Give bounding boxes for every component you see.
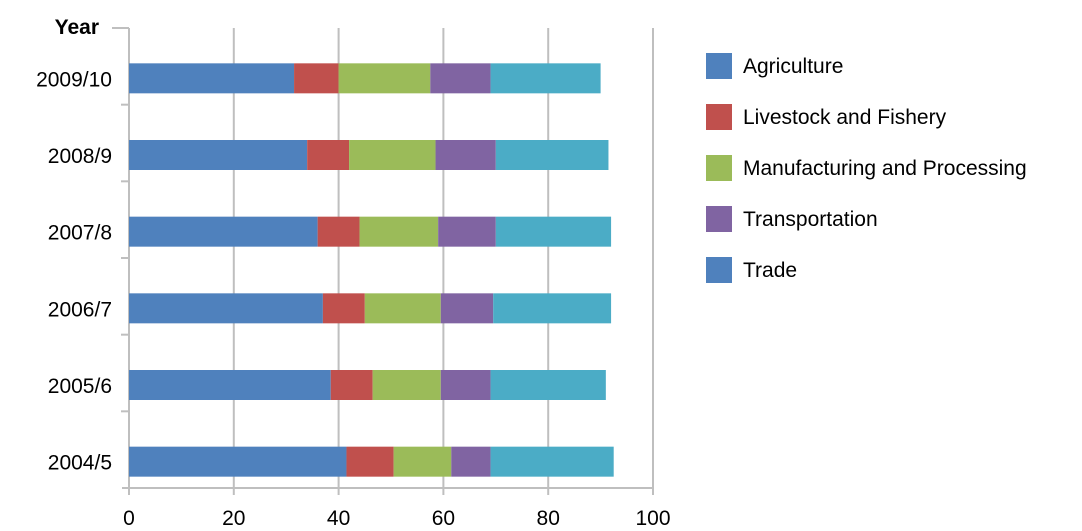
y-category-label: 2006/7 bbox=[48, 298, 112, 321]
x-tick-label: 60 bbox=[432, 507, 455, 530]
bars bbox=[129, 63, 614, 477]
x-tick-label: 80 bbox=[537, 507, 560, 530]
bar-segment bbox=[495, 216, 612, 247]
bar-segment bbox=[129, 140, 308, 170]
legend-swatch bbox=[706, 206, 732, 232]
legend-swatch bbox=[706, 257, 732, 283]
bar-segment bbox=[349, 140, 436, 170]
bar-segment bbox=[372, 370, 441, 400]
x-tick-label: 20 bbox=[222, 507, 245, 530]
x-tick-label: 100 bbox=[635, 507, 670, 530]
legend-label: Livestock and Fishery bbox=[743, 106, 947, 129]
y-category-label: 2007/8 bbox=[48, 222, 112, 245]
bar-segment bbox=[435, 140, 496, 170]
bar-segment bbox=[129, 370, 331, 400]
bar-segment bbox=[330, 370, 373, 400]
legend: Agriculture Livestock and Fishery Manufact… bbox=[706, 53, 1027, 283]
axes bbox=[112, 27, 654, 495]
bar-segment bbox=[307, 140, 350, 170]
legend-label: Agriculture bbox=[743, 55, 843, 78]
bar-segment bbox=[294, 63, 339, 94]
bar-segment bbox=[451, 446, 491, 477]
bar-segment bbox=[317, 216, 360, 247]
legend-label: Trade bbox=[743, 259, 797, 282]
bar-segment bbox=[440, 293, 494, 324]
bar-segment bbox=[430, 63, 491, 94]
y-category-label: 2009/10 bbox=[36, 68, 112, 91]
y-axis-title: Year bbox=[55, 16, 99, 39]
bar-segment bbox=[393, 446, 452, 477]
bar-segment bbox=[438, 216, 496, 247]
tick-labels: 0 20 40 60 80 100 2009/10 2008/9 2007/8 2006/7 200… bbox=[36, 68, 670, 530]
bar-segment bbox=[495, 140, 609, 170]
x-tick-label: 40 bbox=[327, 507, 350, 530]
bar-segment bbox=[346, 446, 394, 477]
bar-segment bbox=[490, 63, 601, 94]
y-category-label: 2005/6 bbox=[48, 375, 112, 398]
bar-segment bbox=[490, 446, 614, 477]
bar-segment bbox=[359, 216, 439, 247]
legend-label: Transportation bbox=[743, 208, 878, 231]
bar-segment bbox=[490, 370, 606, 400]
y-category-label: 2008/9 bbox=[48, 145, 112, 168]
bar-segment bbox=[364, 293, 441, 324]
bar-segment bbox=[129, 293, 323, 324]
bar-segment bbox=[322, 293, 365, 324]
legend-label: Manufacturing and Processing bbox=[743, 157, 1027, 180]
legend-swatch bbox=[706, 155, 732, 181]
grid-lines bbox=[232, 28, 654, 488]
bar-segment bbox=[129, 216, 318, 247]
bar-segment bbox=[129, 446, 347, 477]
y-category-label: 2004/5 bbox=[48, 452, 112, 475]
legend-swatch bbox=[706, 104, 732, 130]
bar-segment bbox=[493, 293, 612, 324]
bar-segment bbox=[338, 63, 431, 94]
legend-swatch bbox=[706, 53, 732, 79]
bar-segment bbox=[440, 370, 491, 400]
x-tick-label: 0 bbox=[123, 507, 135, 530]
bar-segment bbox=[129, 63, 295, 94]
